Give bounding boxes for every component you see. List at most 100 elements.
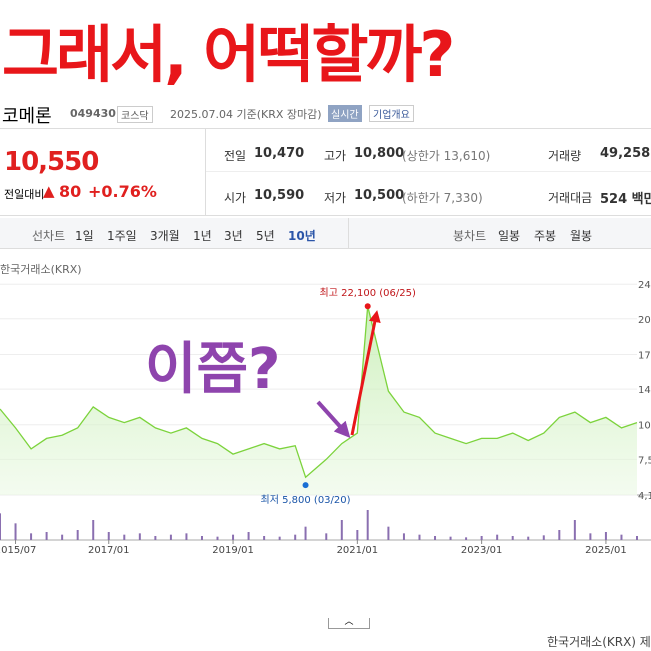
cell-value: 49,258	[600, 146, 651, 161]
volume-bar	[511, 536, 514, 540]
x-tick-label: 2021/01	[337, 545, 379, 556]
y-tick-label: 10	[638, 421, 651, 432]
purple-arrow	[316, 400, 351, 438]
price-box: 10,550 전일대비 ▲ 80 +0.76%	[0, 129, 206, 216]
cell-value: 10,590	[254, 188, 305, 203]
cell-key: 거래량	[548, 149, 582, 163]
change-label: 전일대비	[4, 188, 45, 201]
volume-bar	[480, 536, 483, 540]
volume-bar	[123, 534, 126, 540]
tab[interactable]: 10년	[288, 229, 316, 243]
volume-bar	[169, 534, 172, 540]
stock-code: 049430	[70, 107, 116, 120]
high-dot	[364, 303, 371, 310]
tab-label: 선차트	[32, 229, 66, 243]
volume-bar	[558, 530, 561, 540]
cell-key: 시가	[224, 191, 247, 205]
tab[interactable]: 5년	[256, 229, 275, 243]
realtime[interactable]: 실시간	[328, 105, 362, 122]
volume-bar	[154, 536, 157, 540]
market-tag: 코스닥	[117, 106, 153, 123]
change: 80	[59, 182, 82, 201]
cell-note: (하한가 7,330)	[402, 191, 483, 205]
table-divider	[206, 171, 651, 172]
volume-bar	[496, 534, 499, 540]
volume-bar	[247, 532, 250, 540]
low-dot	[302, 482, 309, 489]
change-pct: +0.76%	[88, 182, 157, 201]
chart: 4,1 7,5 10 14 17 20 24 2015/07 2017/01 2019/01 202…	[0, 280, 651, 556]
volume-bar	[61, 534, 64, 540]
volume-bar	[449, 536, 452, 540]
price-area	[0, 306, 637, 495]
y-tick-label: 17	[638, 350, 651, 361]
volume-bar	[465, 537, 468, 540]
volume-bar	[232, 534, 235, 540]
high-label: 최고 22,100 (06/25)	[320, 287, 416, 299]
cell-note: (상한가 13,610)	[402, 149, 491, 163]
cell-value: 10,470	[254, 146, 305, 161]
source: 한국거래소(KRX)	[0, 263, 82, 276]
tab[interactable]: 주봉	[534, 229, 557, 243]
volume-bar	[620, 534, 623, 540]
volume-bar	[45, 532, 48, 540]
quote-table: 전일 10,470 고가 10,800 (상한가 13,610) 거래량 49,258 시가 1…	[206, 129, 651, 216]
tab[interactable]: 1주일	[107, 229, 137, 243]
collapse-button[interactable]: ︿	[328, 618, 370, 629]
volume-bar	[185, 533, 188, 540]
y-tick-label: 7,5	[638, 455, 651, 466]
overview[interactable]: 기업개요	[369, 105, 414, 122]
y-tick-label: 24	[638, 280, 651, 291]
volume-bar	[14, 523, 17, 540]
volume-bar	[216, 536, 219, 540]
x-tick-label: 2017/01	[88, 545, 130, 556]
volume-bar	[589, 533, 592, 540]
cell-key: 고가	[324, 149, 347, 163]
cell-value: 10,800	[354, 146, 405, 161]
x-tick-label: 2015/07	[0, 545, 36, 556]
volume-bar	[0, 513, 1, 540]
low-label: 최저 5,800 (03/20)	[261, 494, 351, 506]
date: 2025.07.04 기준(KRX 장마감)	[170, 108, 322, 121]
cell-key: 거래대금	[548, 191, 593, 205]
volume-bar	[278, 536, 281, 540]
tab-divider	[348, 218, 349, 248]
volume-bar	[434, 536, 437, 540]
tab[interactable]: 월봉	[570, 229, 593, 243]
volume-bar	[366, 510, 369, 540]
volume-bar	[30, 533, 33, 540]
red-arrow	[350, 310, 381, 436]
x-tick-label: 2023/01	[461, 545, 503, 556]
volume-bar	[527, 536, 530, 540]
y-tick-label: 4,1	[638, 491, 651, 502]
tab[interactable]: 3개월	[150, 229, 180, 243]
y-tick-label: 20	[638, 315, 651, 326]
price: 10,550	[4, 147, 99, 177]
volume-bar	[76, 530, 79, 540]
banner-title: 그래서, 어떡할까?	[2, 18, 455, 91]
volume-bar	[263, 536, 266, 540]
tab[interactable]: 1일	[75, 229, 94, 243]
stock-name: 코메론	[2, 106, 52, 127]
cell-value: 10,500	[354, 188, 405, 203]
tab[interactable]: 3년	[224, 229, 243, 243]
tab[interactable]: 일봉	[498, 229, 521, 243]
x-tick-label: 2019/01	[212, 545, 254, 556]
tab-label: 봉차트	[453, 229, 487, 243]
volume-bar	[200, 536, 203, 540]
volume-bar	[387, 526, 390, 540]
cell-key: 저가	[324, 191, 347, 205]
header: 코메론 049430 코스닥 2025.07.04 기준(KRX 장마감) 실시…	[0, 98, 651, 129]
volume-bar	[356, 530, 359, 540]
volume-bar	[542, 535, 545, 540]
x-tick-label: 2025/01	[585, 545, 627, 556]
tabs: 선차트 1일 1주일 3개월 1년 3년 5년 10년 봉차트 일봉 주봉 월봉	[0, 218, 651, 249]
annotation: 이쯤?	[145, 337, 281, 402]
volume-bar	[92, 520, 95, 540]
volume-bar	[418, 534, 421, 540]
tab[interactable]: 1년	[193, 229, 212, 243]
volume-bar	[138, 533, 141, 540]
volume-bar	[107, 532, 110, 540]
volume-bar	[294, 534, 297, 540]
